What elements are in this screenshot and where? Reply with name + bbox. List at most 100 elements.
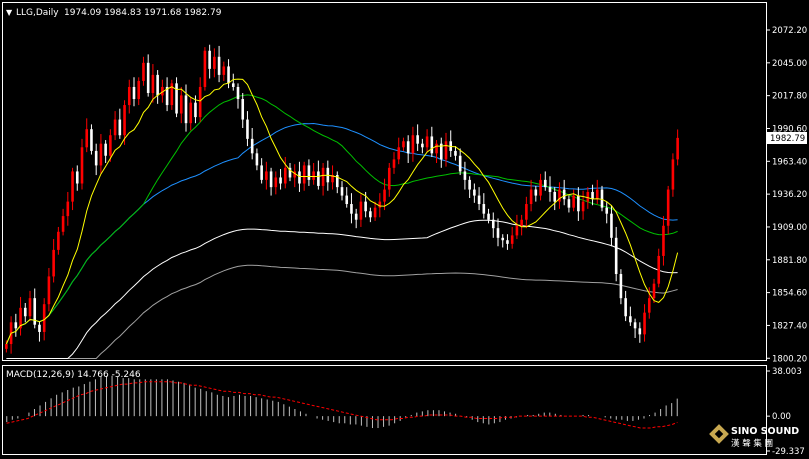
candle bbox=[345, 187, 349, 208]
candle bbox=[416, 124, 419, 151]
candle bbox=[567, 195, 571, 213]
candle bbox=[19, 296, 22, 336]
price-pane-frame bbox=[2, 2, 767, 361]
candle bbox=[600, 185, 604, 212]
candle bbox=[217, 45, 221, 83]
candle bbox=[222, 61, 226, 81]
candle bbox=[66, 191, 70, 226]
sino-sound-logo: SINO SOUND 漢 聲 集 團 bbox=[709, 424, 799, 449]
candle bbox=[38, 321, 41, 342]
candle bbox=[279, 169, 282, 190]
candle bbox=[71, 167, 74, 211]
candle bbox=[666, 185, 670, 235]
candle bbox=[543, 171, 547, 191]
candle bbox=[231, 73, 235, 91]
candle bbox=[473, 183, 476, 203]
moving-average-green bbox=[5, 94, 678, 345]
price-tick-label: 1990.60 bbox=[772, 124, 807, 134]
candle bbox=[657, 248, 661, 288]
macd-signal-path bbox=[6, 381, 678, 429]
candle bbox=[94, 143, 98, 176]
candle bbox=[468, 176, 471, 198]
candle bbox=[676, 129, 679, 166]
candle bbox=[156, 70, 159, 104]
candle bbox=[662, 216, 665, 266]
candle bbox=[250, 127, 254, 160]
price-tick-label: 1963.40 bbox=[772, 157, 807, 167]
candle bbox=[104, 140, 107, 163]
candles bbox=[5, 44, 679, 354]
candle bbox=[75, 165, 79, 191]
candle bbox=[605, 201, 609, 224]
candle bbox=[47, 267, 51, 312]
candle bbox=[652, 278, 656, 303]
price-tick-label: 1881.80 bbox=[772, 256, 807, 266]
price-tick-label: 1936.20 bbox=[772, 190, 807, 200]
candle bbox=[113, 111, 117, 141]
candle bbox=[80, 138, 84, 190]
ma-white-line bbox=[6, 219, 678, 359]
price-tick-label: 1827.40 bbox=[772, 321, 807, 331]
candle bbox=[28, 290, 32, 322]
macd-signal-line bbox=[6, 381, 678, 429]
candle bbox=[572, 189, 575, 212]
candle bbox=[421, 138, 424, 154]
ma-gray-line bbox=[6, 264, 678, 359]
ma-yellow-line bbox=[5, 78, 679, 345]
candle bbox=[510, 226, 514, 249]
candle bbox=[383, 178, 386, 211]
logo-text-en: SINO SOUND bbox=[731, 426, 799, 437]
candle bbox=[387, 162, 391, 197]
candle bbox=[260, 158, 263, 184]
candle bbox=[151, 64, 155, 103]
candle bbox=[317, 160, 320, 190]
candle bbox=[331, 165, 334, 190]
candle bbox=[57, 226, 60, 255]
moving-average-gray bbox=[6, 264, 678, 359]
candle bbox=[406, 135, 410, 163]
macd-tick-label: -29.337 bbox=[772, 447, 805, 457]
last-price-label: 1982.79 bbox=[770, 134, 805, 144]
candle bbox=[425, 129, 429, 153]
ma-green-line bbox=[5, 94, 678, 345]
candle bbox=[525, 196, 528, 229]
candle bbox=[142, 56, 145, 86]
candle bbox=[553, 187, 557, 211]
price-tick-label: 1800.20 bbox=[772, 354, 807, 364]
candle bbox=[548, 176, 552, 202]
logo-text-cn: 漢 聲 集 團 bbox=[731, 438, 773, 449]
candle bbox=[208, 44, 211, 79]
candle bbox=[619, 269, 623, 305]
candle bbox=[610, 205, 613, 247]
macd-tick-label: 38.003 bbox=[772, 367, 802, 377]
candle bbox=[274, 171, 278, 195]
candle bbox=[463, 161, 467, 190]
candle bbox=[529, 179, 533, 212]
candle bbox=[283, 156, 287, 189]
candle bbox=[5, 340, 8, 353]
candle bbox=[562, 179, 566, 206]
moving-average-blue bbox=[5, 122, 678, 345]
price-tick-label: 2072.20 bbox=[772, 26, 807, 36]
candle bbox=[312, 162, 315, 185]
candle bbox=[369, 207, 372, 223]
candle bbox=[515, 214, 519, 240]
candle bbox=[321, 162, 325, 196]
candle bbox=[335, 171, 339, 194]
candle bbox=[14, 313, 18, 337]
candle bbox=[373, 201, 377, 221]
candle bbox=[643, 304, 646, 342]
candle bbox=[52, 239, 55, 283]
dropdown-arrow-icon[interactable]: ▼ bbox=[6, 8, 13, 17]
candle bbox=[482, 193, 486, 219]
candle bbox=[85, 118, 89, 153]
candle bbox=[534, 185, 538, 202]
candle bbox=[458, 148, 462, 176]
candle bbox=[595, 179, 599, 205]
candle bbox=[246, 111, 249, 147]
candle bbox=[671, 153, 675, 197]
moving-average-yellow bbox=[5, 78, 679, 345]
macd-tick-label: 0.00 bbox=[772, 412, 791, 422]
